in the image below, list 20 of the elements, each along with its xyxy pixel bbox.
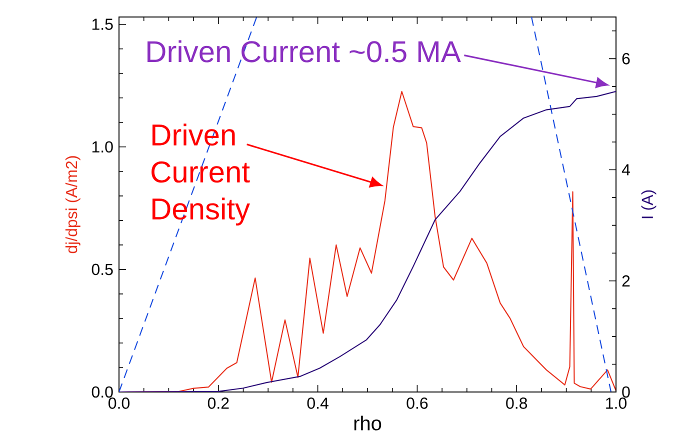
x-tick-label: 0.6 xyxy=(406,398,428,409)
x-tick-label: 0.0 xyxy=(108,398,130,409)
y2-tick-label: 2 xyxy=(622,275,630,286)
line-series xyxy=(119,90,616,392)
x-axis-title: rho xyxy=(354,416,382,430)
y-tick-label: 0.5 xyxy=(92,264,113,276)
x-tick-label: 0.8 xyxy=(506,398,528,409)
y2-tick-label: 4 xyxy=(622,164,630,176)
y-tick-label: 1.5 xyxy=(92,18,113,30)
annotation: Driven Current ~0.5 MA xyxy=(148,40,461,62)
y-axis-title: dj/dpsi (A/m2) xyxy=(65,156,80,254)
y2-tick-label: 0 xyxy=(622,386,630,398)
y-tick-label: 0.0 xyxy=(92,386,113,398)
y2-tick-label: 6 xyxy=(622,53,630,64)
x-tick-label: 1.0 xyxy=(606,398,627,409)
x-tick-label: 0.2 xyxy=(208,398,229,409)
y-tick-label: 1.0 xyxy=(92,141,113,153)
x-tick-label: 0.4 xyxy=(307,398,328,409)
annotation: Driven Current Density xyxy=(152,124,250,226)
y2-axis-title: I (A) xyxy=(641,190,656,218)
